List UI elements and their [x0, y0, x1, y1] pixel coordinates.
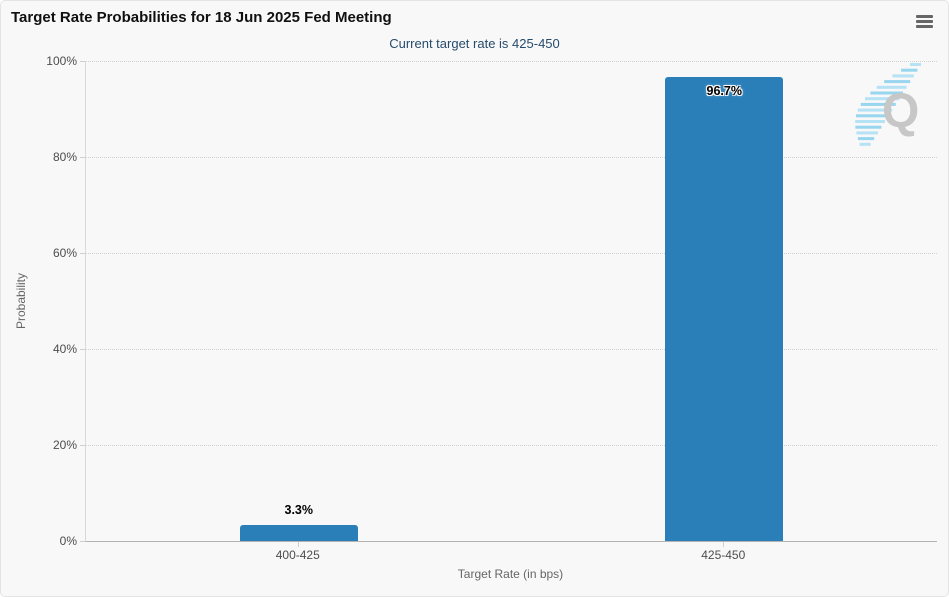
y-axis-tick	[80, 253, 85, 254]
gridline-20%	[86, 445, 937, 446]
chart-subtitle: Current target rate is 425-450	[389, 36, 560, 51]
gridline-60%	[86, 253, 937, 254]
y-axis-label-80%: 80%	[52, 150, 77, 164]
y-axis-title: Probability	[14, 272, 28, 330]
y-axis-label-0%: 0%	[59, 534, 77, 548]
x-axis-tick	[723, 542, 725, 547]
chart-title: Target Rate Probabilities for 18 Jun 202…	[11, 9, 392, 26]
x-axis-tick	[297, 542, 299, 547]
y-axis-title-container: Probability	[5, 61, 37, 541]
y-axis-label-40%: 40%	[52, 342, 77, 356]
y-axis-label-60%: 60%	[52, 246, 77, 260]
x-axis-title: Target Rate (in bps)	[457, 567, 564, 581]
hamburger-icon	[915, 14, 933, 28]
x-axis-label-400-425: 400-425	[275, 548, 320, 562]
data-label-425-450: 96.7%	[706, 84, 742, 98]
chart-context-menu-button[interactable]	[912, 11, 936, 33]
gridline-80%	[86, 157, 937, 158]
x-axis-label-425-450: 425-450	[701, 548, 746, 562]
y-axis-tick	[80, 349, 85, 350]
y-axis-tick	[80, 61, 85, 62]
y-axis-tick	[80, 541, 85, 542]
y-axis-tick	[80, 157, 85, 158]
bar-400-425[interactable]	[239, 525, 358, 541]
data-label-400-425: 3.3%	[284, 503, 314, 517]
y-axis-label-100%: 100%	[46, 54, 77, 68]
gridline-40%	[86, 349, 937, 350]
y-axis-tick	[80, 445, 85, 446]
bar-425-450[interactable]	[665, 77, 784, 541]
plot-area: 3.3% 96.7%	[85, 61, 937, 542]
gridline-100%	[86, 61, 937, 62]
y-axis-label-20%: 20%	[52, 438, 77, 452]
